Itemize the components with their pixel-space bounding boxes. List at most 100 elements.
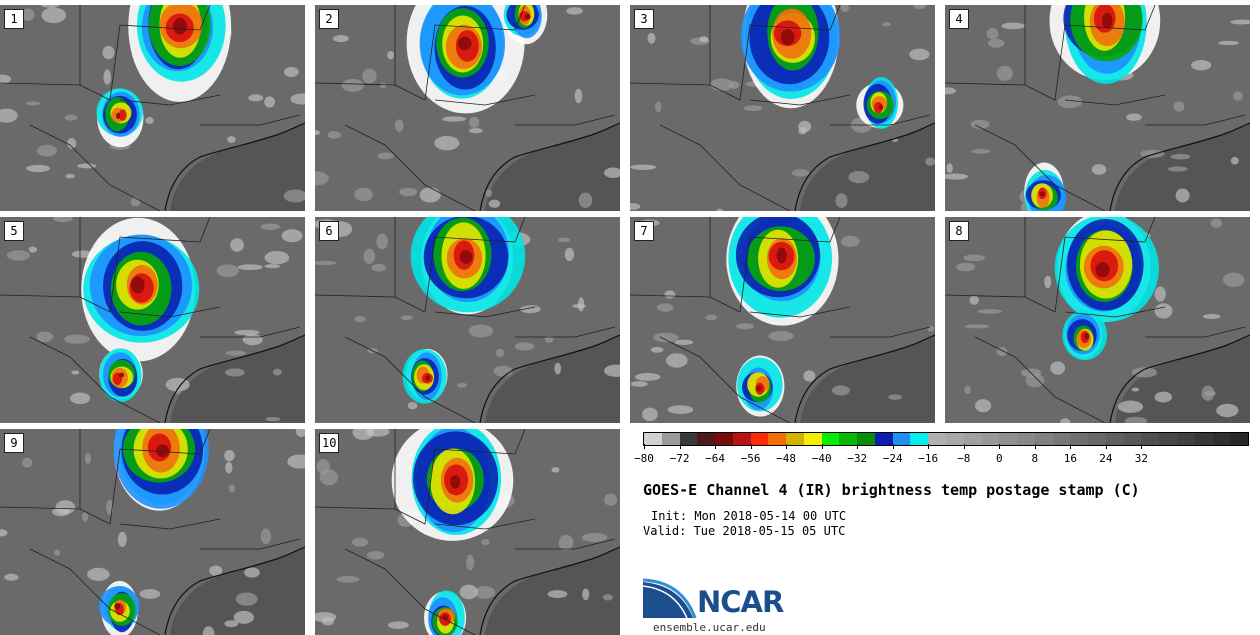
colorbar-bin	[1070, 433, 1089, 445]
colorbar-bin	[1105, 433, 1124, 445]
colorbar-tick	[1105, 444, 1107, 449]
panel-label: 3	[634, 9, 654, 29]
colorbar-bin	[1141, 433, 1160, 445]
colorbar-ticks: −80 −72 −64 −56 −48 −40 −32 −24 −16 −8 0 8 16 24 32	[634, 444, 1249, 468]
colorbar-tick-label: −24	[882, 452, 903, 465]
colorbar-tick-label: 32	[1134, 452, 1149, 465]
panel-label: 4	[949, 9, 969, 29]
colorbar-bin	[981, 433, 1000, 445]
colorbar-bin	[946, 433, 964, 445]
satellite-map	[0, 5, 305, 211]
satellite-map	[0, 429, 305, 635]
colorbar-bin	[679, 433, 698, 445]
colorbar-bin	[839, 433, 858, 445]
colorbar-tick-label: −16	[918, 452, 939, 465]
colorbar-bin	[928, 433, 947, 445]
colorbar-bin	[715, 433, 733, 445]
colorbar-bin	[697, 433, 716, 445]
colorbar-bin	[661, 433, 680, 445]
colorbar-tick	[1034, 444, 1036, 449]
colorbar-bin	[1052, 433, 1071, 445]
panel-3: 3	[630, 5, 935, 211]
colorbar-tick	[1070, 444, 1072, 449]
colorbar-tick	[857, 444, 859, 449]
colorbar-bin	[821, 433, 840, 445]
panel-1: 1	[0, 5, 305, 211]
colorbar-bin	[999, 433, 1018, 445]
colorbar-bin	[1176, 433, 1195, 445]
colorbar-tick-label: −32	[847, 452, 868, 465]
colorbar-tick	[821, 444, 823, 449]
panel-9: 9	[0, 429, 305, 635]
colorbar-tick-label: 8	[1031, 452, 1039, 465]
satellite-map	[630, 217, 935, 423]
init-time: Init: Mon 2018-05-14 00 UTC	[651, 509, 847, 523]
colorbar-tick-label: −40	[811, 452, 832, 465]
colorbar-bin	[803, 433, 822, 445]
panel-label: 8	[949, 221, 969, 241]
colorbar-tick-label: 16	[1063, 452, 1077, 465]
site-url: ensemble.ucar.edu	[653, 621, 766, 634]
colorbar-bin	[1034, 433, 1053, 445]
panel-10: 10	[315, 429, 620, 635]
colorbar-tick	[679, 444, 681, 449]
colorbar-bin	[644, 433, 662, 445]
colorbar-tick-label: 0	[995, 452, 1003, 465]
colorbar-bin	[1212, 433, 1231, 445]
panel-label: 2	[319, 9, 339, 29]
colorbar-bin	[910, 433, 929, 445]
panel-label: 10	[319, 433, 340, 453]
colorbar-tick	[892, 444, 894, 449]
colorbar-bin	[1123, 433, 1142, 445]
panel-label: 7	[634, 221, 654, 241]
colorbar-bin	[1017, 433, 1035, 445]
colorbar-tick	[999, 444, 1001, 449]
colorbar-bin	[786, 433, 804, 445]
colorbar-bin	[1159, 433, 1177, 445]
panel-label: 6	[319, 221, 339, 241]
colorbar-tick	[786, 444, 788, 449]
colorbar-bin	[1088, 433, 1106, 445]
colorbar-bin	[1194, 433, 1213, 445]
satellite-map	[315, 217, 620, 423]
panel-5: 5	[0, 217, 305, 423]
colorbar-tick	[750, 444, 752, 449]
satellite-map	[315, 5, 620, 211]
colorbar-tick	[928, 444, 930, 449]
colorbar-tick	[715, 444, 717, 449]
satellite-map	[630, 5, 935, 211]
ncar-logo-icon	[643, 578, 697, 619]
colorbar-tick	[963, 444, 965, 449]
panel-label: 9	[4, 433, 24, 453]
colorbar-tick-label: −80	[634, 452, 654, 465]
colorbar-tick-label: −72	[669, 452, 690, 465]
colorbar-tick-label: −64	[705, 452, 725, 465]
colorbar	[643, 432, 1249, 446]
colorbar-tick-label: 24	[1099, 452, 1113, 465]
panel-4: 4	[945, 5, 1250, 211]
satellite-map	[0, 217, 305, 423]
colorbar-tick-label: −56	[740, 452, 761, 465]
colorbar-bin	[857, 433, 875, 445]
colorbar-tick	[1141, 444, 1143, 449]
colorbar-tick-label: −48	[776, 452, 797, 465]
figure-title: GOES-E Channel 4 (IR) brightness temp po…	[643, 481, 1140, 499]
colorbar-bin	[874, 433, 893, 445]
colorbar-bin	[1230, 433, 1249, 445]
panel-label: 1	[4, 9, 24, 29]
panel-6: 6	[315, 217, 620, 423]
colorbar-bin	[732, 433, 751, 445]
panel-7: 7	[630, 217, 935, 423]
colorbar-bin	[750, 433, 769, 445]
colorbar-bin	[768, 433, 787, 445]
panel-2: 2	[315, 5, 620, 211]
valid-time: Valid: Tue 2018-05-15 05 UTC	[643, 524, 846, 538]
satellite-map	[315, 429, 620, 635]
colorbar-bin	[892, 433, 911, 445]
panel-8: 8	[945, 217, 1250, 423]
satellite-map	[945, 217, 1250, 423]
colorbar-bin	[963, 433, 982, 445]
satellite-map	[945, 5, 1250, 211]
colorbar-tick-label: −8	[957, 452, 971, 465]
logo-text: NCAR	[697, 585, 784, 619]
